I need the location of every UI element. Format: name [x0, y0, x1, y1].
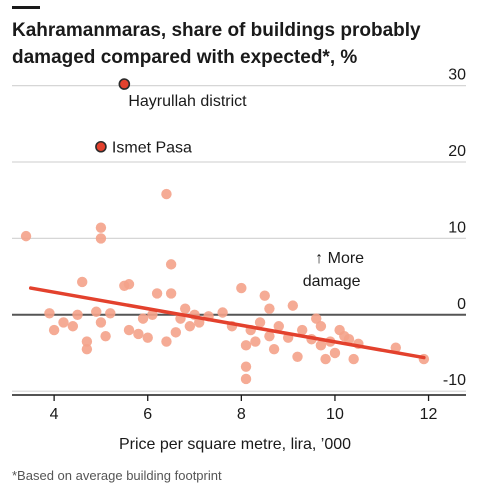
x-tick-label: 12	[420, 406, 438, 423]
data-point	[142, 332, 153, 343]
data-point	[58, 317, 69, 328]
data-point	[77, 276, 88, 288]
data-point	[236, 282, 247, 294]
data-points	[20, 188, 430, 385]
data-point	[44, 308, 55, 319]
x-axis: 4 6 8 10 12	[12, 394, 466, 423]
data-point	[287, 300, 299, 311]
data-point	[184, 321, 196, 332]
data-point	[151, 288, 163, 299]
data-point	[315, 340, 327, 351]
labeled-point	[95, 140, 107, 153]
data-point	[123, 279, 135, 290]
trend-line	[28, 286, 426, 360]
point-label: Ismet Pasa	[112, 140, 192, 157]
data-point	[95, 233, 107, 244]
x-tick-label: 6	[143, 406, 152, 423]
y-tick-label: 20	[448, 143, 466, 160]
x-tick-label: 10	[326, 406, 344, 423]
data-point	[137, 313, 149, 324]
trend-line-group	[28, 286, 426, 360]
data-point	[72, 309, 83, 320]
data-point	[292, 351, 303, 363]
data-point	[329, 347, 341, 359]
data-point	[348, 353, 359, 365]
y-tick-labels: 30 20 10 0 -10	[443, 67, 466, 390]
y-tick-label: 10	[448, 219, 466, 236]
data-point	[165, 259, 177, 270]
data-point	[67, 321, 79, 332]
y-tick-label: -10	[443, 372, 466, 389]
data-point	[259, 290, 270, 301]
header-rule	[12, 6, 40, 9]
data-point	[268, 343, 280, 355]
chart-title-line-2: damaged compared with expected*, %	[12, 47, 357, 68]
y-tick-label: 30	[448, 67, 466, 84]
data-point	[254, 317, 266, 328]
labeled-points: Hayrullah district Ismet Pasa	[95, 78, 247, 157]
data-point	[296, 324, 308, 336]
x-axis-label: Price per square metre, lira, ’000	[119, 436, 351, 453]
data-point	[250, 336, 261, 347]
annotation-line-1: ↑ More	[315, 250, 364, 267]
data-point	[315, 321, 327, 332]
annotation-line-2: damage	[303, 273, 361, 290]
x-tick-label: 8	[237, 406, 246, 423]
data-point	[95, 222, 107, 233]
data-point	[217, 307, 228, 318]
data-point	[311, 313, 322, 324]
data-point	[20, 230, 32, 242]
data-point	[179, 303, 191, 314]
data-point	[264, 330, 275, 342]
data-point	[91, 306, 102, 317]
data-point	[390, 342, 401, 353]
point-label: Hayrullah district	[128, 93, 247, 110]
x-tick-label: 4	[50, 406, 59, 423]
data-point	[105, 308, 116, 319]
labeled-point	[118, 78, 131, 90]
data-point	[133, 328, 144, 340]
y-tick-label: 0	[457, 296, 466, 313]
data-point	[100, 330, 111, 342]
data-point	[320, 353, 331, 365]
chart-title-line-1: Kahramanmaras, share of buildings probab…	[12, 20, 421, 41]
data-point	[95, 317, 107, 328]
data-point	[48, 324, 60, 336]
data-point	[147, 309, 158, 320]
data-point	[264, 303, 275, 314]
data-point	[161, 188, 172, 200]
data-point	[123, 324, 135, 336]
data-point	[343, 334, 355, 345]
data-point	[240, 361, 252, 372]
data-point	[240, 340, 252, 351]
gridlines	[12, 85, 466, 392]
data-point	[165, 288, 177, 299]
more-damage-annotation: ↑ More damage	[303, 250, 364, 290]
data-point	[161, 336, 172, 347]
data-point	[81, 336, 93, 347]
data-point	[240, 373, 252, 385]
data-point	[81, 343, 93, 355]
data-point	[170, 327, 182, 338]
data-point	[273, 321, 284, 332]
footnote: *Based on average building footprint	[12, 468, 222, 483]
